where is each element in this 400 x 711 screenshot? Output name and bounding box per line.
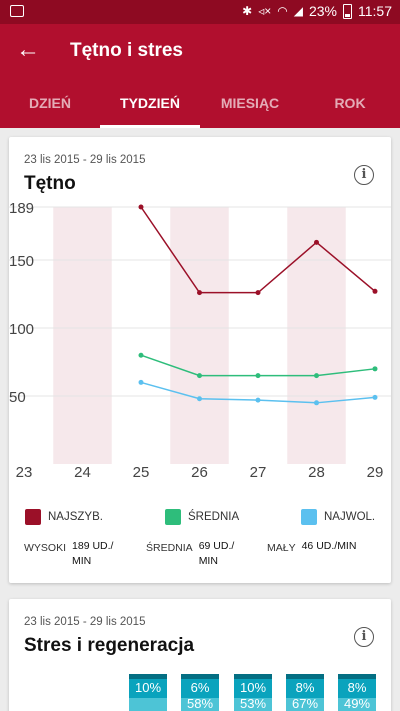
chart-legend: NAJSZYB. ŚREDNIA NAJWOL. (9, 509, 391, 529)
signal-icon: ◢ (293, 4, 303, 18)
data-point (314, 373, 319, 379)
tab-week[interactable]: TYDZIEŃ (100, 82, 200, 128)
stress-bar: 10% (129, 674, 167, 711)
stress-percent: 10% (134, 680, 162, 695)
battery-icon (343, 3, 352, 19)
data-point (255, 373, 261, 379)
app-bar: ← Tętno i stres DZIEŃ TYDZIEŃ MIESIĄC RO… (0, 24, 400, 128)
clock: 11:57 (358, 3, 392, 19)
y-tick-label: 189 (9, 201, 34, 217)
card-title: Stres i regeneracja (24, 635, 195, 656)
stress-percent: 8% (295, 680, 315, 695)
date-range: 23 lis 2015 - 29 lis 2015 (24, 616, 146, 628)
legend-swatch (301, 509, 317, 525)
status-icons: ✱ ◃× ◠ ◢ 23% 11:57 (242, 3, 392, 19)
stress-percent: 8% (347, 680, 367, 695)
stress-bar: 6% 58% (181, 674, 219, 711)
x-tick-label: 26 (191, 464, 208, 481)
wifi-icon: ◠ (277, 4, 288, 18)
x-tick-label: 27 (250, 464, 267, 481)
legend-label: ŚREDNIA (188, 511, 240, 523)
heart-rate-stats: WYSOKI 189 UD./ MIN ŚREDNIA 69 UD./ MIN … (9, 539, 391, 579)
stat-value: 189 UD./ MIN (72, 540, 114, 567)
legend-swatch (25, 509, 41, 525)
x-tick-label: 24 (74, 464, 91, 481)
battery-percent: 23% (308, 3, 337, 19)
status-bar: ✱ ◃× ◠ ◢ 23% 11:57 (0, 0, 400, 24)
page-title: Tętno i stres (70, 40, 183, 61)
y-tick-label: 100 (9, 321, 34, 338)
legend-label: NAJWOL. (324, 511, 376, 523)
data-point (197, 290, 202, 296)
data-point (197, 396, 202, 402)
stat-value: 46 UD./MIN (301, 540, 357, 552)
stress-bar: 10% 53% (234, 674, 272, 711)
info-icon[interactable]: i (354, 627, 374, 647)
tab-bar: DZIEŃ TYDZIEŃ MIESIĄC ROK (0, 82, 400, 128)
legend-label: NAJSZYB. (48, 511, 103, 523)
data-point (372, 366, 378, 372)
stress-percent: 10% (239, 680, 267, 695)
x-tick-label: 28 (308, 464, 325, 481)
y-tick-label: 50 (9, 389, 26, 406)
arrow-left-icon[interactable]: ← (16, 36, 40, 63)
stress-bars: 10% 6% 58% 10% 53% 8% 67% 8% 49% (9, 674, 391, 711)
tab-year[interactable]: ROK (300, 82, 400, 128)
tab-label: DZIEŃ (29, 95, 71, 111)
tab-day[interactable]: DZIEŃ (0, 82, 100, 128)
date-range: 23 lis 2015 - 29 lis 2015 (24, 154, 146, 166)
x-tick-label: 25 (133, 464, 150, 481)
stat-label: ŚREDNIA (146, 542, 193, 554)
tab-label: ROK (334, 95, 366, 111)
card-title: Tętno (24, 173, 76, 194)
tab-month[interactable]: MIESIĄC (200, 82, 300, 128)
legend-max: NAJSZYB. (25, 509, 103, 525)
tab-label: MIESIĄC (220, 95, 280, 111)
stat-high: WYSOKI 189 UD./ MIN (24, 539, 134, 569)
day-shade (53, 207, 112, 464)
recovery-percent: 49% (343, 696, 371, 711)
stat-label: MAŁY (267, 542, 296, 554)
data-point (255, 290, 261, 296)
x-tick-label: 23 (16, 464, 33, 481)
data-point (314, 400, 319, 406)
data-point (138, 204, 144, 210)
stat-label: WYSOKI (24, 542, 67, 554)
stress-card[interactable]: 23 lis 2015 - 29 lis 2015 Stres i regene… (9, 599, 391, 711)
day-shade (170, 207, 229, 464)
stress-percent: 6% (190, 680, 210, 695)
info-icon[interactable]: i (354, 165, 374, 185)
bluetooth-icon: ✱ (242, 4, 253, 18)
stat-average: ŚREDNIA 69 UD./ MIN (146, 539, 262, 569)
stress-bar: 8% 49% (338, 674, 376, 711)
data-point (138, 379, 144, 385)
heart-rate-card[interactable]: 23 lis 2015 - 29 lis 2015 Tętno i 189 150… (9, 137, 391, 583)
image-icon (10, 5, 24, 17)
stress-bar: 8% 67% (286, 674, 324, 711)
legend-swatch (165, 509, 181, 525)
stat-value: 69 UD./ MIN (198, 540, 235, 567)
stat-low: MAŁY 46 UD./MIN (267, 539, 391, 554)
data-point (197, 373, 202, 379)
data-point (314, 239, 319, 245)
data-point (372, 288, 378, 294)
recovery-percent: 67% (291, 696, 319, 711)
tab-label: TYDZIEŃ (120, 95, 180, 111)
heart-rate-chart: 189 150 100 50 23 24 25 26 27 28 29 (9, 201, 391, 481)
legend-min: NAJWOL. (301, 509, 375, 525)
mute-icon: ◃× (258, 4, 272, 18)
x-tick-label: 29 (367, 464, 384, 481)
data-point (138, 352, 144, 358)
day-shade (287, 207, 346, 464)
recovery-percent: 53% (239, 696, 267, 711)
y-tick-label: 150 (9, 253, 34, 270)
recovery-percent: 58% (186, 696, 214, 711)
legend-avg: ŚREDNIA (165, 509, 239, 525)
data-point (372, 394, 378, 400)
data-point (255, 397, 261, 403)
